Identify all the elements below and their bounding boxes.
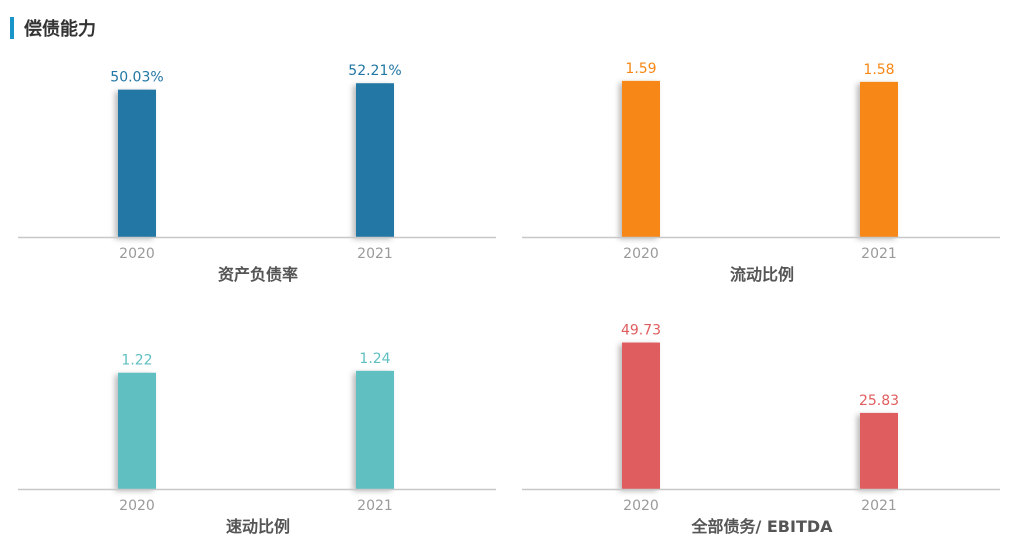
x-tick-label-2020: 2020 xyxy=(119,498,155,514)
value-label-2020: 1.22 xyxy=(121,353,152,369)
x-tick-label-2020: 2020 xyxy=(623,246,659,262)
section-title: 偿债能力 xyxy=(24,19,96,40)
x-tick-label-2020: 2020 xyxy=(119,246,155,262)
chart-svg: 50.03% 2020 52.21% 2021 xyxy=(18,63,496,262)
bar-2021 xyxy=(356,83,394,237)
bar-2020 xyxy=(622,80,660,238)
x-tick-label-2020: 2020 xyxy=(623,498,659,514)
header-accent-bar xyxy=(10,17,14,39)
x-tick-label-2021: 2021 xyxy=(861,498,897,514)
value-label-2021: 1.58 xyxy=(863,62,894,78)
chart-title: 资产负债率 xyxy=(217,265,298,284)
x-tick-label-2021: 2021 xyxy=(357,498,393,514)
bar-2020 xyxy=(118,372,156,489)
bar-2021 xyxy=(860,81,898,237)
value-label-2021: 25.83 xyxy=(859,393,899,409)
chart-title: 流动比例 xyxy=(729,265,794,284)
chart-svg: 1.22 2020 1.24 2021 xyxy=(18,351,496,514)
bar-2021 xyxy=(860,412,898,489)
chart-panel-current-ratio: 1.59 2020 1.58 2021 流动比例 xyxy=(522,55,1002,295)
chart-svg: 1.59 2020 1.58 2021 xyxy=(522,61,1000,262)
chart-panel-quick-ratio: 1.22 2020 1.24 2021 速动比例 xyxy=(18,307,498,547)
chart-panel-debt-ratio: 50.03% 2020 52.21% 2021 资产负债率 xyxy=(18,55,498,295)
bar-2020 xyxy=(118,89,156,237)
chart-panel-debt-ebitda: 49.73 2020 25.83 2021 全部债务/ EBITDA xyxy=(522,307,1002,547)
x-tick-label-2021: 2021 xyxy=(861,246,897,262)
value-label-2020: 1.59 xyxy=(625,61,656,77)
value-label-2020: 50.03% xyxy=(110,70,163,86)
value-label-2020: 49.73 xyxy=(621,323,661,339)
value-label-2021: 52.21% xyxy=(348,63,401,79)
chart-title: 速动比例 xyxy=(225,517,290,536)
x-tick-label-2021: 2021 xyxy=(357,246,393,262)
value-label-2021: 1.24 xyxy=(359,351,390,367)
bar-2021 xyxy=(356,370,394,489)
bar-2020 xyxy=(622,342,660,489)
chart-title: 全部债务/ EBITDA xyxy=(691,517,833,536)
section-header: 偿债能力 xyxy=(10,15,96,41)
chart-svg: 49.73 2020 25.83 2021 xyxy=(522,323,1000,514)
